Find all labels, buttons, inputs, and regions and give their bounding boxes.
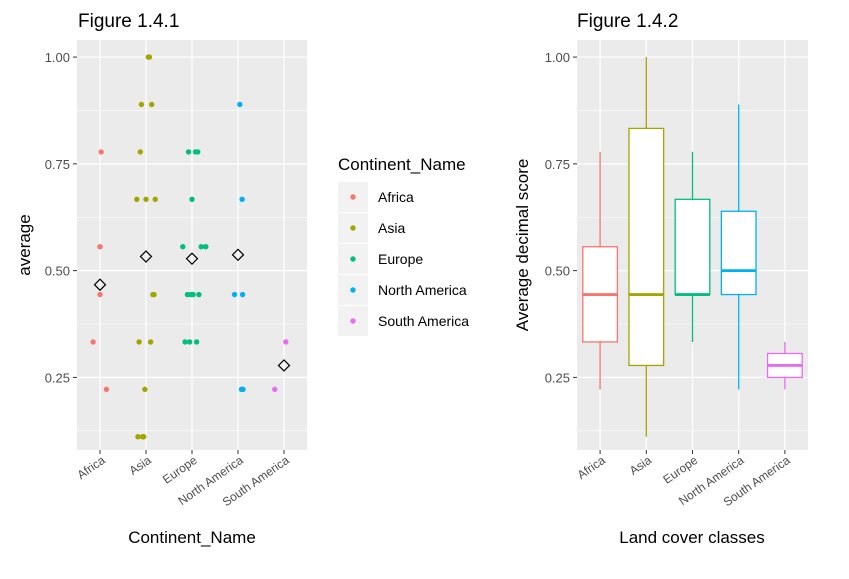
figure-1-means (93, 248, 291, 372)
figure-1-title: Figure 1.4.1 (78, 11, 179, 32)
x-tick-label-africa: Africa (575, 453, 608, 482)
figure-2-y-axis: 0.25 0.50 0.75 1.00 (545, 50, 577, 385)
legend-label-europe: Europe (378, 251, 423, 267)
y-tick-label: 0.75 (45, 157, 70, 172)
point-africa (103, 386, 110, 393)
point-asia (136, 339, 142, 345)
legend-items: Africa Asia Europe North America South Ameri… (338, 182, 469, 336)
figure-2-boxes (582, 57, 803, 437)
figure-1-grid (77, 40, 307, 450)
point-europe (198, 244, 204, 250)
point-asia (135, 434, 141, 440)
point-europe (185, 149, 192, 155)
point-asia (151, 291, 157, 298)
legend-key-asia (350, 225, 356, 231)
box-body (628, 127, 665, 367)
box-body (674, 198, 711, 296)
figure-1-4-1: Figure 1.4.1 0.25 0.50 0.75 1.00 Africa Asia… (15, 11, 307, 547)
figure-2-y-label: Average decimal score (513, 159, 532, 332)
point-asia (146, 54, 153, 60)
mean-marker-south-america (277, 359, 291, 372)
x-tick-label-asia: Asia (627, 453, 654, 478)
figure-2-title: Figure 1.4.2 (577, 11, 678, 32)
point-africa (90, 339, 96, 345)
mean-marker-asia (139, 250, 153, 263)
point-north-america (237, 101, 243, 108)
box-body (720, 210, 757, 296)
legend-key-south-america (350, 318, 356, 324)
legend-key-africa (350, 194, 356, 200)
point-asia (141, 434, 147, 440)
x-tick-label-africa: Africa (75, 453, 108, 482)
box-north-america (720, 104, 757, 390)
figure-1-4-2: Figure 1.4.2 0.25 0.50 0.75 1.00 Africa Asia… (513, 11, 808, 547)
point-europe (193, 339, 200, 345)
mean-marker-africa (93, 278, 107, 292)
point-europe (203, 244, 209, 250)
y-tick-label: 0.25 (45, 370, 70, 385)
y-tick-label: 0.50 (45, 264, 70, 279)
y-tick-label: 1.00 (45, 50, 70, 65)
figure-2-x-label: Land cover classes (619, 528, 765, 547)
point-north-america (231, 291, 238, 298)
point-north-america (239, 196, 245, 203)
x-tick-label-europe: Europe (660, 453, 700, 487)
legend-label-north-america: North America (378, 282, 467, 298)
legend-title: Continent_Name (338, 155, 466, 174)
y-tick-label: 0.50 (545, 264, 570, 279)
x-tick-label-europe: Europe (160, 453, 200, 487)
y-tick-label: 0.25 (545, 370, 570, 385)
point-europe (182, 339, 188, 345)
point-europe (195, 149, 201, 155)
point-asia (152, 196, 158, 203)
box-asia (628, 57, 665, 437)
point-south-america (272, 386, 278, 393)
box-africa (582, 151, 619, 390)
box-south-america (766, 341, 803, 390)
point-europe (190, 291, 196, 298)
legend-label-south-america: South America (378, 313, 469, 329)
point-asia (134, 196, 140, 203)
point-africa (97, 291, 103, 298)
point-south-america (283, 339, 289, 345)
mean-marker-north-america (231, 248, 245, 262)
x-tick-label-asia: Asia (127, 453, 154, 478)
point-asia (143, 196, 149, 203)
legend-label-asia: Asia (378, 220, 405, 236)
figure-1-points (90, 54, 289, 440)
point-africa (98, 149, 104, 155)
legend: Continent_Name Africa Asia Europe North Ame… (338, 155, 469, 336)
point-europe (187, 339, 193, 345)
point-asia (138, 101, 145, 108)
figure-1-y-axis: 0.25 0.50 0.75 1.00 (45, 50, 77, 385)
point-north-america (239, 291, 246, 298)
y-tick-label: 0.75 (545, 157, 570, 172)
mean-marker-europe (185, 252, 199, 266)
point-asia (142, 386, 148, 393)
legend-key-europe (350, 256, 356, 262)
point-europe (180, 244, 186, 250)
point-north-america (240, 386, 246, 393)
figure-1-y-label: average (15, 214, 34, 275)
point-asia (149, 101, 155, 108)
legend-key-north-america (350, 287, 356, 293)
point-asia (147, 339, 154, 345)
box-europe (674, 151, 711, 342)
point-europe (196, 291, 202, 298)
point-europe (189, 196, 195, 203)
legend-label-africa: Africa (378, 189, 414, 205)
y-tick-label: 1.00 (545, 50, 570, 65)
figure-1-x-label: Continent_Name (128, 528, 256, 547)
point-asia (137, 149, 143, 155)
point-africa (97, 244, 103, 250)
